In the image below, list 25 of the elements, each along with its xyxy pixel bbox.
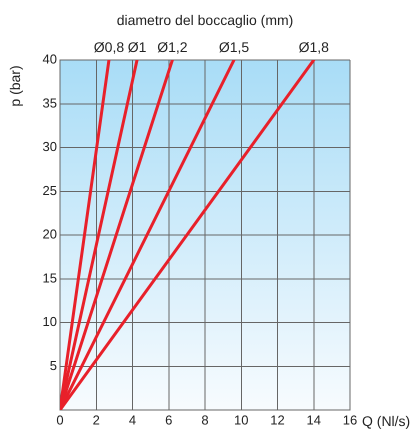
y-tick-label: 30 (42, 139, 57, 154)
series-label: Ø1 (128, 39, 147, 55)
x-tick-label: 8 (201, 412, 209, 428)
y-tick-label: 10 (42, 314, 57, 330)
x-tick-label: 10 (234, 412, 248, 428)
y-tick-label: 40 (42, 52, 57, 67)
y-axis-title: p (bar) (6, 65, 23, 107)
series-label: Ø0,8 (94, 39, 124, 55)
x-tick-label: 12 (270, 412, 285, 428)
y-tick-label: 5 (50, 358, 57, 373)
y-tick-label: 25 (42, 182, 57, 198)
series-label: Ø1,2 (157, 39, 188, 55)
x-tick-label: 14 (306, 412, 321, 428)
x-tick-label: 2 (92, 412, 100, 428)
chart-title: diametro del boccaglio (mm) (116, 12, 294, 28)
x-tick-label: 0 (56, 412, 64, 428)
series-label: Ø1,8 (298, 39, 330, 55)
x-tick-label: 4 (128, 412, 136, 428)
y-tick-label: 35 (42, 95, 57, 110)
x-axis-title: Q (Nl/s) (362, 412, 410, 429)
x-tick-label: 6 (165, 412, 172, 428)
y-tick-label: 15 (42, 270, 57, 286)
series-label: Ø1,5 (218, 39, 250, 55)
y-tick-label: 20 (42, 226, 57, 242)
x-tick-label: 16 (342, 412, 358, 428)
